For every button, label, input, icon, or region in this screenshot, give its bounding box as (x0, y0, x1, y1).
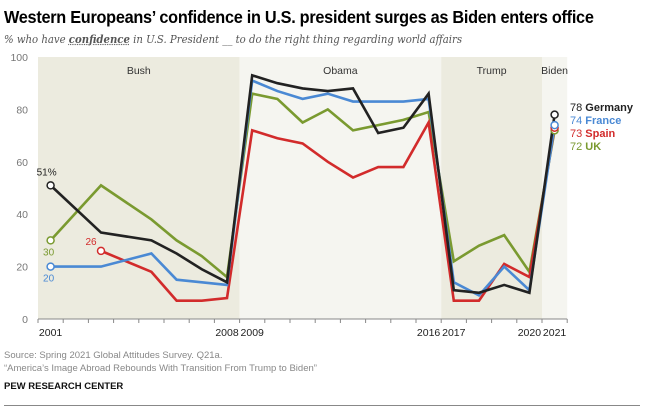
series-name: UK (585, 141, 601, 153)
era-label: Obama (323, 65, 358, 77)
start-data-label: 51% (37, 167, 57, 178)
divider (4, 405, 640, 406)
legend-entry-uk: 72 UK (570, 141, 601, 153)
end-value: 78 (570, 102, 585, 114)
end-value: 74 (570, 115, 585, 127)
x-tick-label: 2001 (39, 327, 63, 339)
y-tick-label: 60 (16, 157, 28, 169)
series-name: Spain (585, 128, 615, 140)
end-marker (550, 120, 559, 130)
legend-entry-germany: 78 Germany (570, 102, 634, 114)
series-line-france (50, 78, 556, 298)
chart-subtitle: % who have confidence in U.S. President … (4, 32, 462, 46)
chart-title: Western Europeans’ confidence in U.S. pr… (4, 7, 594, 27)
y-tick-label: 0 (22, 314, 28, 326)
x-tick-label: 2017 (442, 327, 466, 339)
end-value: 73 (570, 128, 585, 140)
subtitle-text: in U.S. President __ to do the right thi… (129, 32, 463, 46)
report-title: “America’s Image Abroad Rebounds With Tr… (4, 363, 317, 374)
start-data-label: 30 (43, 247, 55, 258)
x-tick-label: 2016 (417, 327, 441, 339)
start-marker (46, 236, 55, 245)
end-marker (550, 110, 559, 119)
y-tick-label: 20 (16, 262, 28, 274)
y-tick-label: 80 (16, 104, 28, 116)
series-name: Germany (585, 102, 634, 114)
series-line-spain (100, 118, 556, 302)
x-tick-label: 2020 (518, 327, 542, 339)
start-marker (96, 246, 106, 256)
era-band-bush (38, 57, 240, 319)
era-label: Trump (477, 65, 507, 77)
y-tick-label: 100 (10, 52, 28, 64)
x-tick-label: 2021 (543, 327, 567, 339)
start-marker (46, 262, 55, 271)
series-line-germany (49, 73, 556, 295)
era-label: Biden (541, 65, 568, 77)
legend-entry-spain: 73 Spain (570, 128, 616, 140)
subtitle-text: % who have (4, 32, 69, 46)
start-data-label: 20 (43, 274, 55, 285)
org-name: PEW RESEARCH CENTER (4, 381, 124, 392)
x-tick-label: 2008 (215, 327, 239, 339)
start-marker (46, 181, 55, 190)
end-value: 72 (570, 141, 585, 153)
series-name: France (585, 115, 621, 127)
era-label: Bush (127, 65, 151, 77)
source-note: Source: Spring 2021 Global Attitudes Sur… (4, 350, 223, 361)
x-tick-label: 2009 (241, 327, 265, 339)
y-tick-label: 40 (16, 209, 28, 221)
legend-entry-france: 74 France (570, 115, 621, 127)
subtitle-emphasis: confidence (68, 32, 130, 46)
start-data-label: 26 (85, 237, 97, 248)
series-line-uk (49, 92, 556, 280)
